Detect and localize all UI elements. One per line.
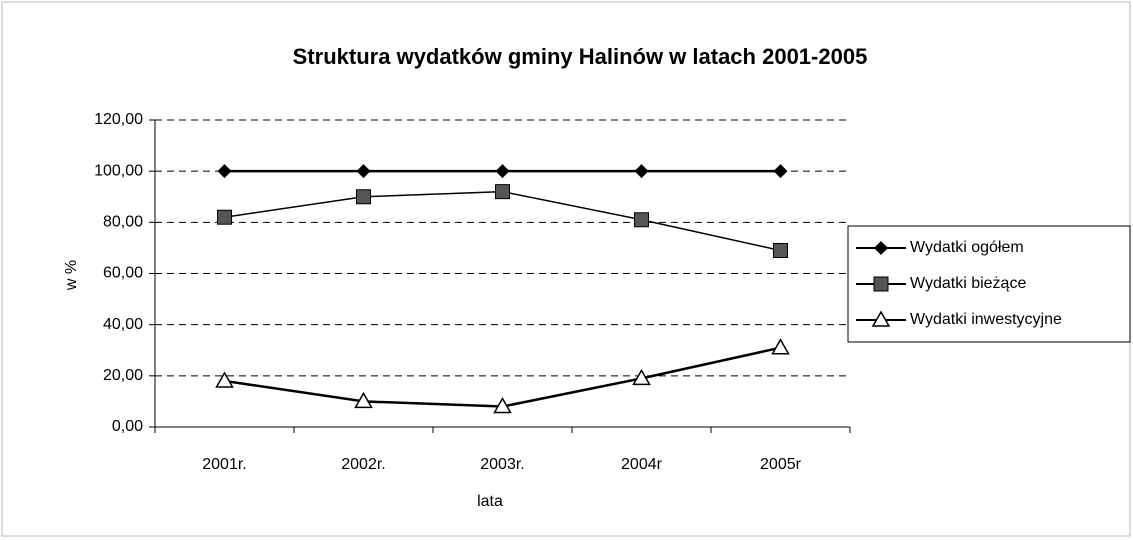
marker [632, 368, 651, 386]
x-tick-label: 2005r [760, 456, 802, 473]
line [224, 190, 781, 252]
legend-marker [873, 276, 889, 292]
x-tick-label: 2003r. [480, 456, 524, 473]
y-tick-label: 80,00 [103, 214, 143, 231]
marker [215, 371, 234, 388]
marker [634, 212, 649, 228]
marker [217, 164, 232, 179]
y-tick-label: 0,00 [112, 418, 143, 435]
y-tick-label: 120,00 [94, 111, 143, 128]
marker [356, 164, 371, 179]
x-tick-label: 2001r. [202, 456, 246, 473]
y-axis-label: w % [63, 260, 80, 291]
legend-label: Wydatki ogółem [910, 239, 1024, 256]
marker [356, 189, 371, 205]
x-axis-label: lata [477, 493, 503, 510]
marker [495, 164, 510, 179]
y-tick-label: 100,00 [94, 162, 143, 179]
legend-label: Wydatki bieżące [910, 275, 1026, 292]
marker [217, 209, 232, 225]
x-tick-label: 2004r [621, 456, 663, 473]
marker [773, 242, 788, 258]
marker [773, 164, 788, 179]
legend-marker [871, 310, 891, 327]
y-tick-label: 40,00 [103, 316, 143, 333]
marker [771, 338, 790, 355]
legend-label: Wydatki inwestycyjne [910, 311, 1062, 328]
x-tick-label: 2002r. [341, 456, 385, 473]
marker [354, 391, 373, 409]
marker [634, 164, 649, 179]
marker [493, 397, 512, 414]
legend-marker [874, 241, 888, 255]
marker [495, 184, 510, 200]
chart-title: Struktura wydatków gminy Halinów w latac… [293, 44, 868, 69]
y-tick-label: 20,00 [103, 367, 143, 384]
y-tick-label: 60,00 [103, 265, 143, 282]
